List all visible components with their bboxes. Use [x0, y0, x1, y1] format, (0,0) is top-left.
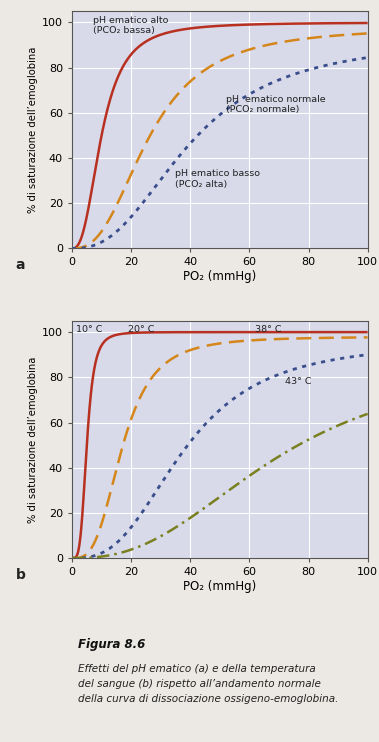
X-axis label: PO₂ (mmHg): PO₂ (mmHg) — [183, 580, 257, 593]
Text: pH ematico alto
(PCO₂ bassa): pH ematico alto (PCO₂ bassa) — [93, 16, 168, 35]
Text: pH  ematico normale
(PCO₂ normale): pH ematico normale (PCO₂ normale) — [226, 95, 325, 114]
Text: 10° C: 10° C — [77, 325, 103, 335]
Text: pH ematico basso
(PCO₂ alta): pH ematico basso (PCO₂ alta) — [175, 169, 260, 188]
Text: Figura 8.6: Figura 8.6 — [78, 638, 145, 651]
Text: a: a — [16, 258, 25, 272]
Text: 38° C: 38° C — [255, 325, 282, 335]
Text: Effetti del pH ematico (a) e della temperatura
del sangue (b) rispetto all’andam: Effetti del pH ematico (a) e della tempe… — [78, 664, 338, 704]
Y-axis label: % di saturazione dell’emoglobina: % di saturazione dell’emoglobina — [28, 356, 38, 522]
Text: 43° C: 43° C — [285, 377, 312, 387]
Text: 20° C: 20° C — [128, 325, 155, 335]
Text: b: b — [16, 568, 26, 582]
X-axis label: PO₂ (mmHg): PO₂ (mmHg) — [183, 270, 257, 283]
Y-axis label: % di saturazione dell’emoglobina: % di saturazione dell’emoglobina — [28, 47, 38, 213]
